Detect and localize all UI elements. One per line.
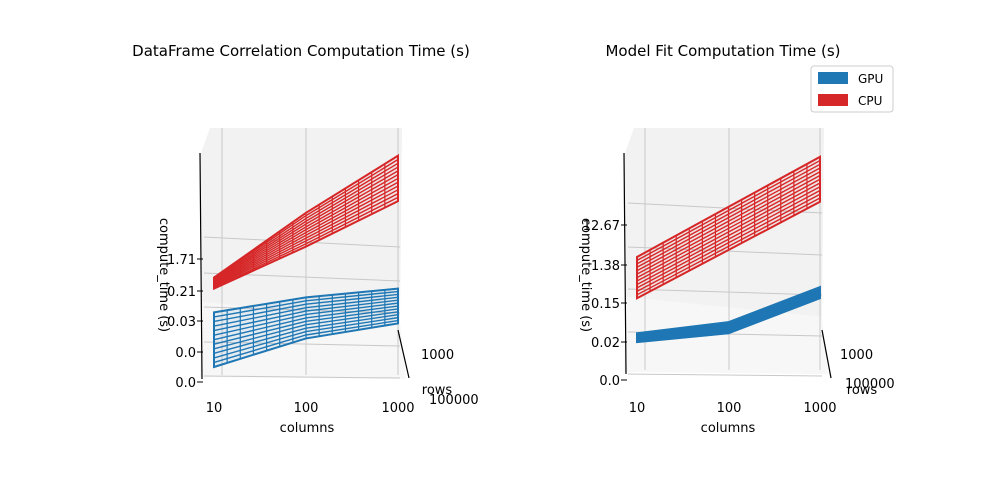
y-axis-label: rows bbox=[847, 383, 878, 398]
x-axis-label: columns bbox=[701, 421, 756, 436]
z-tick-label: 0.0 bbox=[175, 346, 196, 361]
surface-gpu bbox=[213, 287, 399, 369]
y-axis-label: rows bbox=[422, 383, 453, 398]
axis-lines bbox=[621, 152, 832, 381]
chart-title: Model Fit Computation Time (s) bbox=[605, 42, 840, 60]
axis-lines bbox=[197, 152, 410, 383]
z-tick-label: 0.21 bbox=[167, 285, 196, 300]
z-tick-label: 12.67 bbox=[583, 219, 620, 234]
tick-labels: 0.0 0.0 0.03 0.21 1.71 10 100 1000 1000 100000 bbox=[167, 253, 479, 416]
legend-swatch-cpu bbox=[818, 94, 848, 106]
z-axis-line bbox=[623, 152, 627, 375]
z-tick-label: 0.0 bbox=[599, 374, 620, 389]
z-tick-label: 0.0 bbox=[175, 376, 196, 391]
x-tick-label: 1000 bbox=[803, 401, 836, 416]
z-axis-label: compute_time (s) bbox=[578, 218, 593, 332]
x-tick-label: 100 bbox=[294, 401, 319, 416]
surface-gpu bbox=[636, 285, 821, 344]
y-tick-label: 1000 bbox=[840, 348, 873, 363]
grid-horizontal bbox=[203, 236, 401, 248]
chart-dataframe-correlation: DataFrame Correlation Computation Time (… bbox=[132, 42, 478, 436]
z-tick-label: 0.02 bbox=[591, 336, 620, 351]
z-tick-label: 1.38 bbox=[591, 259, 620, 274]
rows-axis-line bbox=[821, 329, 832, 379]
legend-label-gpu: GPU bbox=[858, 72, 883, 86]
grid-horizontal bbox=[203, 375, 401, 379]
x-tick-label: 10 bbox=[629, 401, 646, 416]
z-axis-label: compute_time (s) bbox=[156, 218, 171, 332]
floor-pane bbox=[624, 297, 828, 374]
tick-labels: 0.0 0.02 0.15 1.38 12.67 10 100 1000 1000 100000 bbox=[583, 219, 895, 416]
z-axis-line bbox=[199, 152, 203, 380]
z-tick-label: 1.71 bbox=[167, 253, 196, 268]
x-tick-label: 100 bbox=[717, 401, 742, 416]
rows-axis-line bbox=[397, 329, 410, 379]
legend-label-cpu: CPU bbox=[858, 94, 882, 108]
surface-cpu bbox=[636, 155, 821, 300]
legend: GPU CPU bbox=[810, 65, 894, 113]
y-tick-label: 100000 bbox=[429, 393, 479, 408]
x-axis-label: columns bbox=[280, 421, 335, 436]
y-tick-label: 1000 bbox=[421, 348, 454, 363]
surfaces bbox=[213, 153, 399, 369]
chart-model-fit: Model Fit Computation Time (s) 0.00.020.… bbox=[578, 42, 895, 436]
back-pane bbox=[624, 128, 824, 317]
grid-horizontal bbox=[627, 288, 823, 296]
surface-cpu bbox=[213, 153, 399, 291]
surfaces bbox=[636, 155, 821, 344]
grid-horizontal bbox=[627, 373, 823, 377]
y-tick-label: 100000 bbox=[845, 377, 895, 392]
chart-title: DataFrame Correlation Computation Time (… bbox=[132, 42, 470, 60]
x-tick-label: 10 bbox=[206, 401, 223, 416]
legend-swatch-gpu bbox=[818, 72, 848, 84]
axes-panes bbox=[624, 128, 828, 374]
z-tick-label: 0.03 bbox=[167, 315, 196, 330]
x-tick-label: 1000 bbox=[381, 401, 414, 416]
z-tick-label: 0.15 bbox=[591, 297, 620, 312]
